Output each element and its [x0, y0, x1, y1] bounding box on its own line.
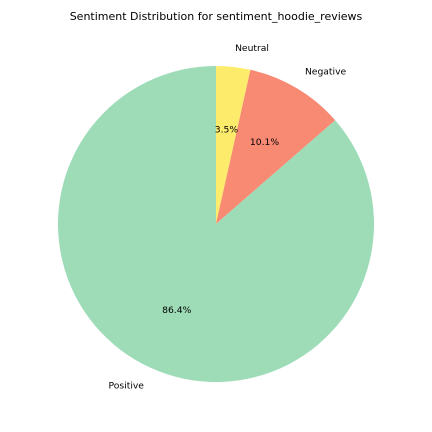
- slice-pct-neutral: 3.5%: [215, 124, 239, 135]
- slice-label-negative: Negative: [305, 67, 347, 78]
- slice-pct-positive: 86.4%: [162, 305, 191, 316]
- slice-pct-negative: 10.1%: [250, 137, 279, 148]
- slice-label-positive: Positive: [109, 381, 145, 392]
- slice-label-neutral: Neutral: [235, 43, 269, 54]
- pie-slices: [58, 66, 374, 382]
